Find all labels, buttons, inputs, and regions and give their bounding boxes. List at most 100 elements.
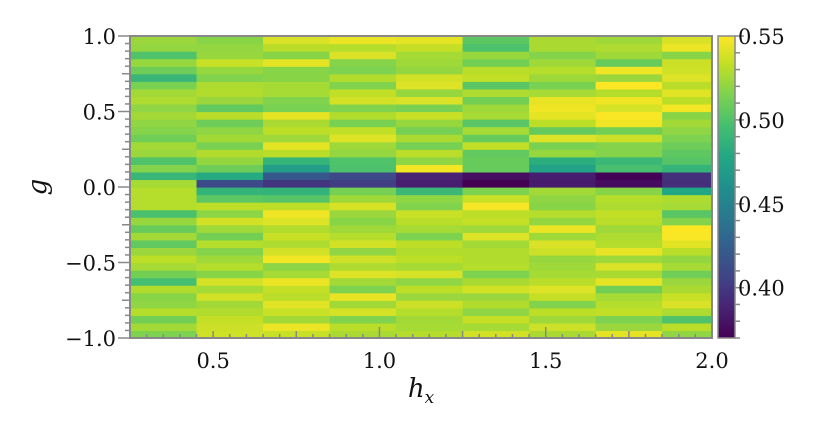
heatmap-cell xyxy=(595,202,663,211)
heatmap-cell xyxy=(595,81,663,90)
heatmap-cell xyxy=(462,164,530,173)
heatmap-cell xyxy=(263,134,331,143)
x-axis: 0.5 1.0 1.5 2.0 xyxy=(129,327,729,373)
heatmap-cell xyxy=(662,58,713,67)
heatmap-cell xyxy=(462,315,530,324)
heatmap-cell xyxy=(662,307,713,316)
heatmap-cell xyxy=(595,149,663,158)
heatmap-cell xyxy=(329,156,397,165)
heatmap-cell xyxy=(595,171,663,181)
heatmap-cell xyxy=(130,307,198,316)
heatmap-cell xyxy=(130,149,198,158)
heatmap-cell xyxy=(662,322,713,332)
heatmap-cell xyxy=(462,292,530,301)
heatmap-cell xyxy=(529,96,597,105)
heatmap-cell xyxy=(462,285,530,294)
heatmap-cell xyxy=(529,164,597,173)
heatmap-cell xyxy=(529,300,597,309)
heatmap-cell xyxy=(595,134,663,143)
heatmap-cell xyxy=(662,141,713,150)
heatmap-cell xyxy=(196,119,264,128)
heatmap-cell xyxy=(595,232,663,241)
heatmap-cell xyxy=(130,232,198,241)
heatmap-cell xyxy=(462,96,530,105)
heatmap-cell xyxy=(396,202,464,211)
heatmap-cell xyxy=(662,217,713,226)
heatmap-cell xyxy=(529,81,597,90)
heatmap-cell xyxy=(462,232,530,241)
heatmap-cell xyxy=(196,262,264,271)
heatmap-cell xyxy=(263,36,331,45)
heatmap-cell xyxy=(130,179,198,188)
heatmap-cell xyxy=(595,300,663,309)
heatmap-cell xyxy=(462,88,530,97)
heatmap-cell xyxy=(329,187,397,196)
heatmap-cell xyxy=(263,111,331,120)
heatmap-cell xyxy=(196,88,264,97)
heatmap-cell xyxy=(462,43,530,52)
heatmap-cell xyxy=(396,315,464,324)
heatmap-cell xyxy=(329,232,397,241)
heatmap-cell xyxy=(396,36,464,45)
heatmap-cell xyxy=(396,224,464,233)
heatmap-cell xyxy=(396,66,464,75)
heatmap-cell xyxy=(595,119,663,128)
heatmap-cell xyxy=(529,66,597,75)
heatmap-cell xyxy=(130,247,198,256)
x-tick-label: 2.0 xyxy=(695,349,728,373)
heatmap-cell xyxy=(130,239,198,248)
heatmap-cell xyxy=(662,300,713,309)
heatmap-cell xyxy=(263,194,331,203)
heatmap-cell xyxy=(662,247,713,256)
heatmap-cell xyxy=(595,194,663,203)
heatmap-cell xyxy=(529,119,597,128)
heatmap-cell xyxy=(595,224,663,233)
heatmap-cell xyxy=(462,239,530,248)
heatmap-cell xyxy=(263,88,331,97)
heatmap-cell xyxy=(595,58,663,67)
heatmap-cell xyxy=(529,51,597,60)
heatmap-cell xyxy=(462,66,530,75)
heatmap-cell xyxy=(329,239,397,248)
heatmap-cell xyxy=(396,171,464,181)
heatmap-cell xyxy=(595,187,663,196)
heatmap-cell xyxy=(529,285,597,294)
heatmap-cell xyxy=(595,111,663,120)
heatmap-cell xyxy=(329,262,397,271)
heatmap-cell xyxy=(263,149,331,158)
heatmap-cell xyxy=(196,156,264,165)
heatmap-cell xyxy=(462,194,530,203)
heatmap-cell xyxy=(595,262,663,271)
heatmap-cell xyxy=(263,171,331,181)
colorbar-axis: 0.55 0.50 0.45 0.40 xyxy=(735,25,785,339)
heatmap-cell xyxy=(263,300,331,309)
heatmap-cell xyxy=(263,217,331,226)
heatmap-cell xyxy=(263,247,331,256)
heatmap-cell xyxy=(396,307,464,316)
heatmap-cell xyxy=(529,179,597,188)
heatmap-cell xyxy=(396,209,464,218)
heatmap-cell xyxy=(130,262,198,271)
heatmap-cell xyxy=(329,194,397,203)
heatmap-cell xyxy=(263,187,331,196)
heatmap-cell xyxy=(196,285,264,294)
heatmap-cell xyxy=(263,322,331,332)
heatmap-cell xyxy=(662,232,713,241)
heatmap-cell xyxy=(529,217,597,226)
heatmap-cell xyxy=(662,285,713,294)
heatmap-cell xyxy=(462,179,530,188)
heatmap-cell xyxy=(662,292,713,301)
heatmap-cell xyxy=(130,134,198,143)
heatmap-cell xyxy=(196,134,264,143)
heatmap-cell xyxy=(462,209,530,218)
heatmap-cell xyxy=(662,262,713,271)
heatmap-cell xyxy=(462,73,530,82)
heatmap-cell xyxy=(662,81,713,90)
heatmap-cell xyxy=(595,156,663,165)
heatmap-cell xyxy=(196,307,264,316)
y-axis: 1.0 0.5 0.0 −0.5 −1.0 xyxy=(65,25,130,351)
heatmap-cell xyxy=(130,202,198,211)
heatmap-cell xyxy=(329,141,397,150)
heatmap-cell xyxy=(529,134,597,143)
